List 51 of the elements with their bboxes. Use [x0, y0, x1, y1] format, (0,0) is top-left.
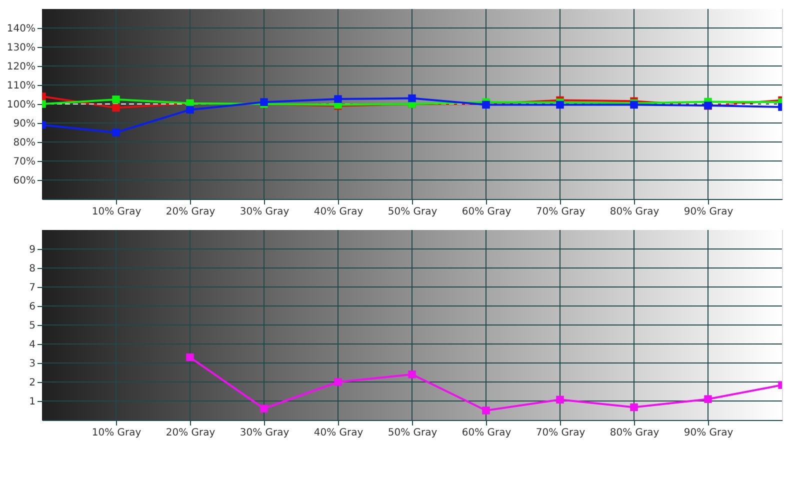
point: [482, 406, 490, 414]
point: [408, 370, 416, 378]
x-tick-label: 80% Gray: [610, 428, 660, 438]
point: [186, 106, 194, 114]
x-tick-label: 60% Gray: [462, 428, 512, 438]
y-tick-label: 90%: [13, 118, 36, 130]
point: [334, 378, 342, 386]
x-tick-label: 10% Gray: [92, 206, 142, 218]
y-tick-label: 4: [29, 340, 36, 350]
x-tick-label: 20% Gray: [166, 206, 216, 218]
x-tick-label: 70% Gray: [536, 428, 586, 438]
x-tick-label: 30% Gray: [240, 428, 290, 438]
x-tick-label: 30% Gray: [240, 206, 290, 218]
point: [186, 353, 194, 362]
x-tick-label: 80% Gray: [610, 206, 660, 218]
y-tick-label: 70%: [13, 156, 36, 168]
y-tick-label: 6: [29, 302, 36, 312]
x-tick-label: 40% Gray: [314, 428, 364, 438]
point: [112, 128, 120, 136]
x-tick-label: 90% Gray: [684, 206, 734, 218]
y-tick-label: 5: [29, 320, 36, 332]
y-tick-label: 120%: [6, 62, 36, 72]
y-tick-label: 80%: [13, 138, 36, 148]
y-tick-label: 3: [29, 358, 36, 370]
point: [112, 96, 120, 104]
y-tick-label: 100%: [6, 100, 36, 110]
point: [630, 403, 638, 412]
point: [334, 95, 342, 103]
y-tick-label: 60%: [13, 176, 36, 186]
x-tick-label: 50% Gray: [388, 206, 438, 218]
x-tick-label: 10% Gray: [92, 428, 142, 438]
y-tick-label: 2: [29, 378, 36, 388]
point: [260, 404, 268, 412]
y-tick-label: 1: [29, 396, 36, 408]
point: [112, 104, 120, 112]
x-tick-label: 20% Gray: [166, 428, 216, 438]
x-tick-label: 60% Gray: [462, 206, 512, 218]
y-tick-label: 130%: [6, 42, 36, 54]
point: [408, 94, 416, 102]
y-tick-label: 7: [29, 282, 36, 294]
x-tick-label: 70% Gray: [536, 206, 586, 218]
x-tick-label: 50% Gray: [388, 428, 438, 438]
y-tick-label: 110%: [6, 80, 36, 92]
point: [704, 395, 712, 403]
x-tick-label: 90% Gray: [684, 428, 734, 438]
point: [556, 100, 564, 109]
y-tick-label: 8: [29, 264, 36, 274]
x-tick-label: 40% Gray: [314, 206, 364, 218]
y-tick-label: 140%: [6, 24, 36, 34]
point: [556, 396, 564, 404]
y-tick-label: 9: [29, 244, 36, 256]
